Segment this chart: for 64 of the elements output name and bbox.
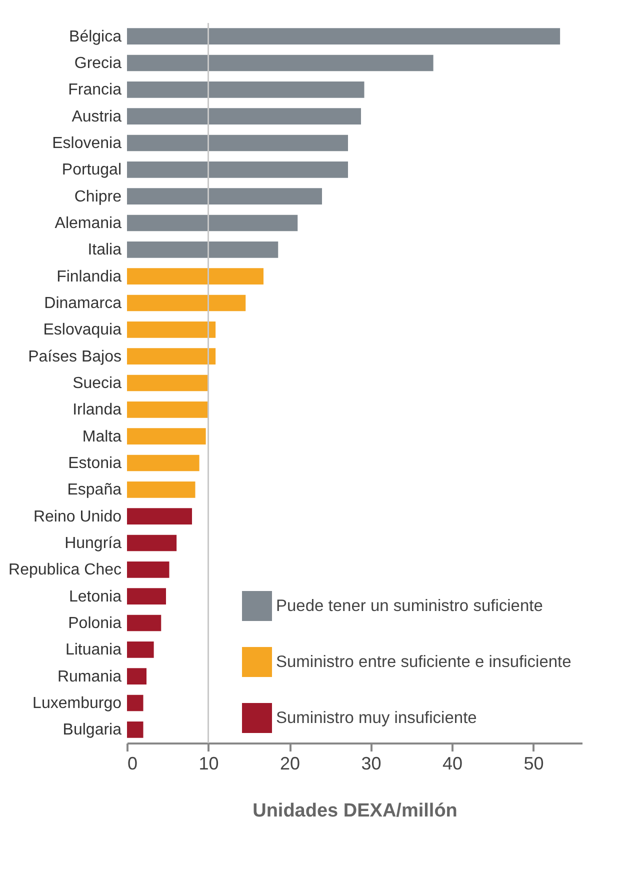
bar	[127, 694, 144, 712]
y-tick-label: Lituania	[65, 642, 122, 659]
bar	[127, 54, 434, 72]
bar	[127, 722, 144, 738]
y-tick-label: Eslovenia	[52, 135, 122, 152]
y-tick-label: Irlanda	[72, 402, 122, 419]
bar	[127, 108, 361, 124]
y-tick-label: Rumania	[57, 668, 122, 686]
y-tick-label: Bulgaria	[62, 722, 122, 739]
legend-label: Suministro entre suficiente e insuficiente	[276, 653, 572, 671]
y-tick-label: Suecia	[72, 375, 122, 392]
x-tick-label: 10	[198, 754, 219, 774]
bar	[127, 374, 208, 392]
bar	[127, 508, 192, 524]
bar	[127, 588, 166, 604]
bar	[127, 402, 208, 418]
y-tick-label: Alemania	[54, 215, 122, 232]
bar	[127, 28, 560, 44]
y-tick-label: Chipre	[74, 188, 122, 206]
y-tick-label: Países Bajos	[28, 348, 122, 366]
y-tick-label: Dinamarca	[44, 295, 122, 312]
bar	[127, 614, 162, 632]
y-tick-label: Republica Chec	[8, 562, 122, 579]
y-tick-label: Portugal	[62, 162, 122, 179]
bar	[127, 214, 298, 232]
bar	[127, 428, 206, 444]
bar	[127, 482, 196, 498]
y-tick-label: Francia	[68, 82, 122, 99]
y-tick-label: Bélgica	[69, 28, 122, 46]
y-tick-label: Polonia	[68, 615, 122, 632]
bar	[127, 642, 154, 658]
y-tick-label: Hungría	[64, 535, 122, 552]
bar	[127, 668, 146, 684]
bar	[127, 82, 364, 98]
y-tick-label: Eslovaquia	[43, 322, 122, 339]
y-tick-label: Finlandia	[56, 268, 122, 286]
x-tick-label: 0	[128, 754, 138, 774]
legend-label: Puede tener un suministro suficiente	[276, 597, 543, 615]
bar	[127, 322, 216, 338]
bar	[127, 188, 322, 204]
y-tick-label: Letonia	[69, 588, 122, 606]
x-tick-label: 30	[361, 754, 382, 774]
legend-label: Suministro muy insuficiente	[276, 709, 477, 727]
bar	[127, 348, 216, 364]
y-tick-label: Grecia	[74, 55, 122, 72]
y-tick-label: Luxemburgo	[32, 695, 122, 712]
x-tick-label: 50	[524, 754, 544, 774]
y-tick-label: Austria	[72, 108, 122, 126]
bar	[127, 242, 278, 258]
x-axis-title: Unidades DEXA/millón	[252, 800, 458, 822]
y-tick-label: España	[67, 482, 122, 499]
y-tick-label: Malta	[82, 428, 122, 446]
y-tick-label: Estonia	[68, 455, 122, 472]
x-tick-label: 40	[442, 754, 463, 774]
bar	[127, 294, 246, 312]
bar	[127, 162, 348, 178]
bar	[127, 134, 348, 152]
bar	[127, 268, 264, 284]
bar	[127, 534, 177, 552]
bar	[127, 454, 200, 472]
y-tick-label: Italia	[88, 242, 122, 259]
bar	[127, 562, 170, 578]
y-tick-label: Reino Unido	[33, 508, 122, 526]
x-tick-label: 20	[280, 754, 300, 774]
